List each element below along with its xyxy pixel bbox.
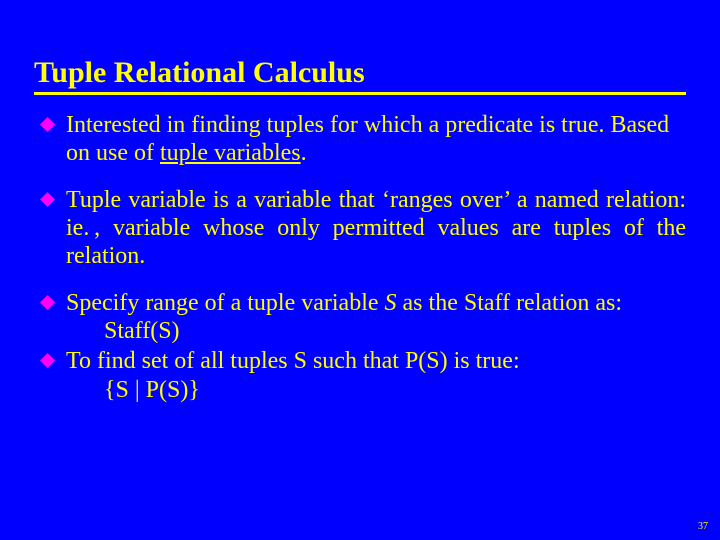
bullet-text: Interested in finding tuples for which a… <box>66 112 669 166</box>
slide-title: Tuple Relational Calculus <box>34 56 686 90</box>
page-number: 37 <box>698 521 708 532</box>
list-item: Interested in finding tuples for which a… <box>40 111 686 168</box>
bullet-text: Tuple variable is a variable that ‘range… <box>66 187 686 270</box>
diamond-icon <box>40 353 55 368</box>
list-item: To find set of all tuples S such that P(… <box>40 347 686 404</box>
bullet-subtext: {S | P(S)} <box>66 376 686 404</box>
bullet-text: To find set of all tuples S such that P(… <box>66 348 520 374</box>
bullet-subtext: Staff(S) <box>66 317 686 345</box>
bullet-text: Specify range of a tuple variable S as t… <box>66 290 622 316</box>
title-underline <box>34 92 686 95</box>
list-item: Tuple variable is a variable that ‘range… <box>40 186 686 271</box>
diamond-icon <box>40 295 55 310</box>
bullet-list: Interested in finding tuples for which a… <box>34 111 686 404</box>
diamond-icon <box>40 117 55 132</box>
list-item: Specify range of a tuple variable S as t… <box>40 289 686 346</box>
diamond-icon <box>40 192 55 207</box>
